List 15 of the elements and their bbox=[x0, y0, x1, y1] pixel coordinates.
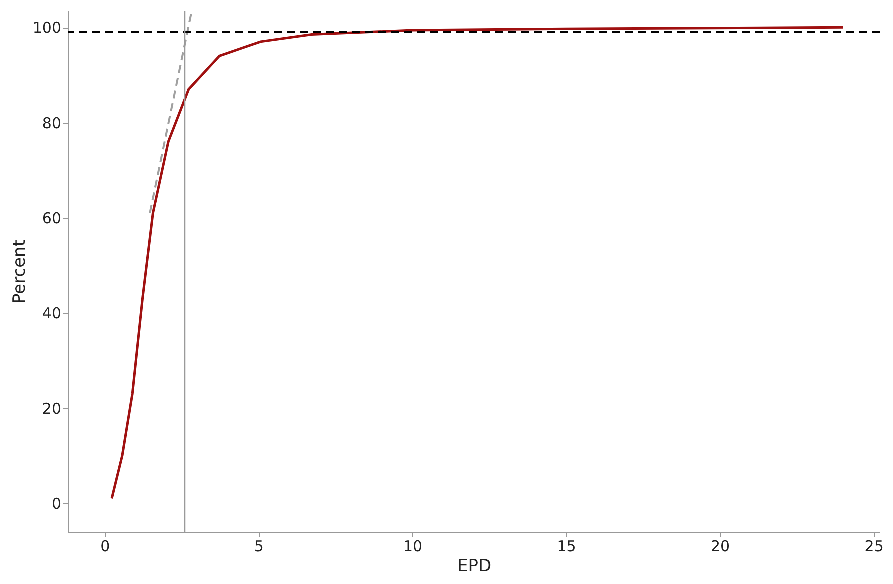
y-tick-label: 40 bbox=[42, 304, 62, 323]
x-axis-title: EPD bbox=[457, 556, 492, 576]
x-tick-label: 10 bbox=[403, 538, 423, 556]
x-tick-label: 15 bbox=[557, 538, 576, 556]
x-tick-label: 25 bbox=[864, 538, 884, 556]
x-tick-label: 20 bbox=[711, 538, 730, 556]
line-series bbox=[110, 26, 844, 500]
y-axis-title: Percent bbox=[10, 240, 30, 304]
y-tick-label: 80 bbox=[42, 114, 62, 132]
y-tick-label: 0 bbox=[52, 494, 62, 513]
y-tick-label: 20 bbox=[42, 400, 62, 418]
x-tick-label: 5 bbox=[254, 538, 264, 556]
y-tick-label: 60 bbox=[42, 209, 62, 228]
x-tick-label: 0 bbox=[100, 538, 110, 556]
y-tick-label: 100 bbox=[32, 19, 62, 38]
